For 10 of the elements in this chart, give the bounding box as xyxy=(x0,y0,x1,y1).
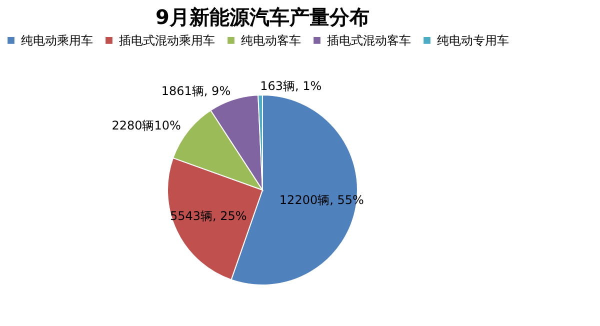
legend-label: 插电式混动客车 xyxy=(327,33,411,48)
data-label: 2280辆10% xyxy=(112,118,181,132)
legend-label: 纯电动专用车 xyxy=(437,33,509,48)
legend-label: 纯电动客车 xyxy=(241,33,301,48)
data-label: 1861辆, 9% xyxy=(161,84,231,98)
legend-label: 插电式混动乘用车 xyxy=(119,33,215,48)
data-label: 5543辆, 25% xyxy=(170,208,247,223)
legend-label: 纯电动乘用车 xyxy=(21,33,93,48)
data-label: 163辆, 1% xyxy=(260,79,322,94)
chart-title: 9月新能源汽车产量分布 xyxy=(156,5,370,29)
